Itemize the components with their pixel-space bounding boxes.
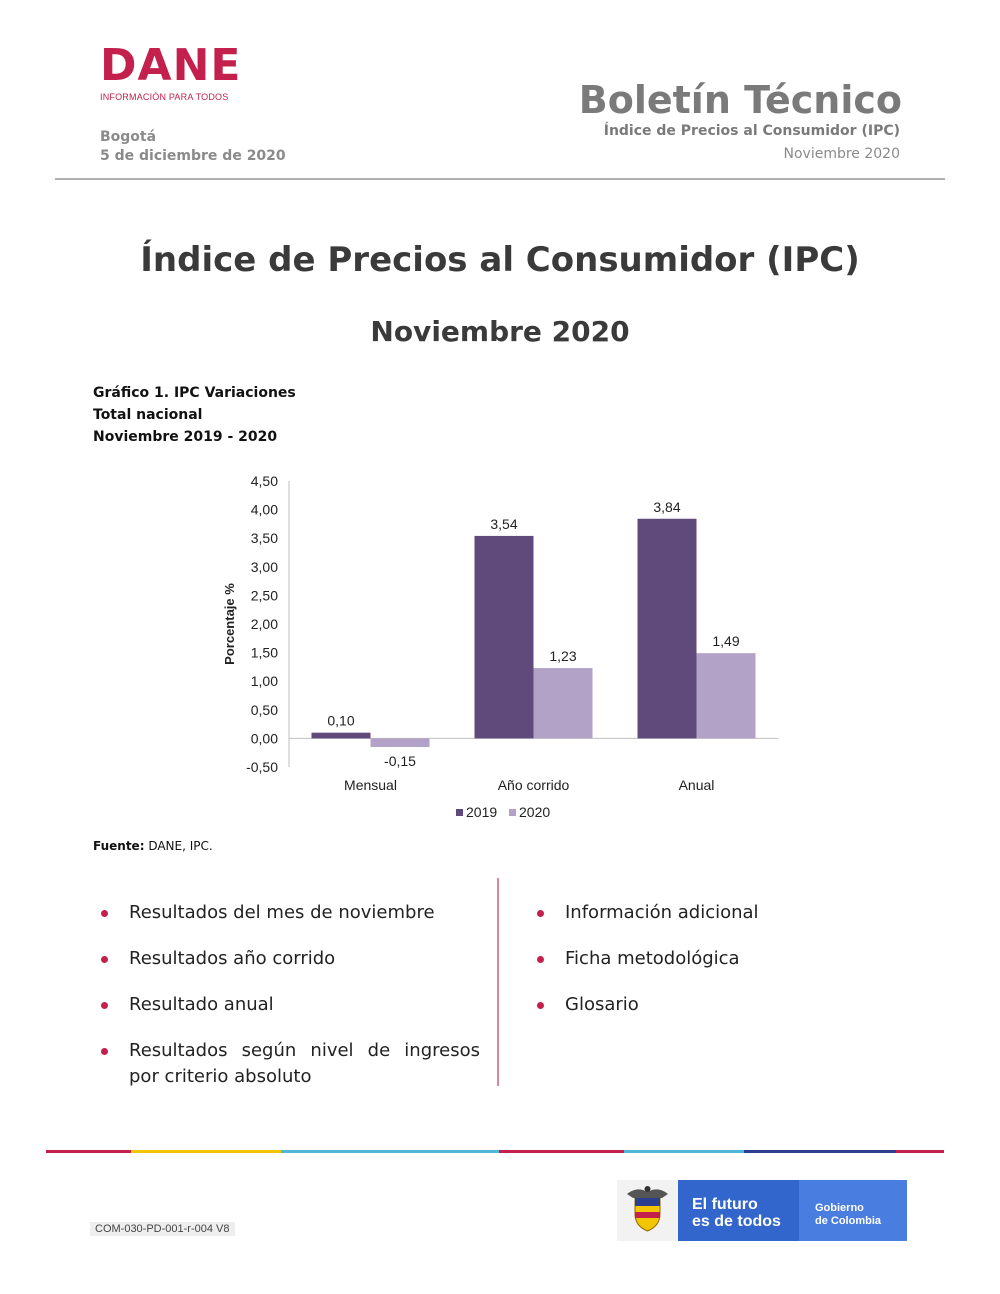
x-tick-label: Año corrido [498, 777, 570, 793]
bullet-icon [537, 910, 544, 917]
y-tick-label: 0,50 [251, 702, 278, 718]
source-text: DANE, IPC. [144, 839, 213, 853]
bar-2020-2 [696, 653, 756, 739]
footer-stripe-segment [896, 1150, 944, 1153]
y-tick-label: 1,00 [251, 673, 278, 689]
gobierno-colombia-banner: El futuro es de todos Gobierno de Colomb… [617, 1180, 907, 1241]
footer-stripe-segment [131, 1150, 281, 1153]
x-tick-label: Mensual [344, 777, 397, 793]
toc-right-item[interactable]: Glosario [565, 994, 639, 1015]
chart-caption-line2: Total nacional [93, 407, 203, 423]
y-axis-label: Porcentaje % [222, 583, 237, 665]
toc-divider [497, 878, 499, 1086]
data-label: -0,15 [384, 753, 416, 769]
legend-label: 2019 [466, 804, 497, 820]
chart-caption-line3: Noviembre 2019 - 2020 [93, 429, 278, 445]
toc-right-item[interactable]: Ficha metodológica [565, 948, 740, 969]
y-tick-label: 1,50 [251, 645, 278, 661]
footer-stripe-segment [624, 1150, 744, 1153]
footer-stripe-segment [281, 1150, 499, 1153]
x-tick-label: Anual [679, 777, 715, 793]
bar-2019-1 [474, 535, 534, 739]
bullet-icon [537, 956, 544, 963]
dane-logo-tagline: INFORMACIÓN PARA TODOS [100, 92, 229, 102]
legend-label: 2020 [519, 804, 550, 820]
source-note: Fuente: DANE, IPC. [93, 839, 213, 853]
y-tick-label: -0,50 [246, 759, 278, 775]
y-tick-label: 4,50 [251, 473, 278, 489]
footer-stripe-segment [46, 1150, 131, 1153]
footer-stripe-segment [744, 1150, 896, 1153]
bullet-icon [101, 956, 108, 963]
bullet-icon [537, 1002, 544, 1009]
y-tick-label: 0,00 [251, 730, 278, 746]
bar-2019-0 [311, 732, 371, 739]
toc-right-item[interactable]: Información adicional [565, 902, 759, 923]
page-subtitle: Noviembre 2020 [370, 315, 630, 348]
dane-logo: DANE [100, 40, 242, 91]
data-label: 1,23 [549, 648, 576, 664]
gov-slogan-line2: es de todos [692, 1213, 781, 1230]
publication-date: 5 de diciembre de 2020 [100, 148, 286, 164]
data-label: 3,84 [653, 499, 680, 515]
y-tick-label: 3,00 [251, 559, 278, 575]
legend-swatch-2020 [509, 809, 516, 816]
toc-left-item[interactable]: Resultados año corrido [129, 948, 336, 969]
data-label: 1,49 [712, 633, 739, 649]
bar-2020-1 [533, 668, 593, 739]
y-tick-label: 2,50 [251, 587, 278, 603]
bar-2019-2 [637, 518, 697, 739]
data-label: 3,54 [490, 516, 517, 532]
gov-name-line1: Gobierno [815, 1202, 864, 1214]
gov-name-line2: de Colombia [815, 1215, 882, 1227]
gov-slogan-line1: El futuro [692, 1196, 758, 1213]
ipc-bar-chart: -0,50 0,00 0,50 1,00 1,50 2,00 2,50 3,00 3,50 4,0… [222, 473, 778, 820]
source-label: Fuente: [93, 839, 145, 853]
bullet-icon [101, 910, 108, 917]
toc-left-item[interactable]: Resultados del mes de noviembre [129, 902, 435, 923]
city: Bogotá [100, 129, 157, 145]
bulletin-title: Boletín Técnico [578, 78, 902, 122]
chart-caption-line1: Gráfico 1. IPC Variaciones [93, 385, 296, 401]
legend-swatch-2019 [456, 809, 463, 816]
footer-stripe-segment [499, 1150, 624, 1153]
bullet-icon [101, 1002, 108, 1009]
bulletin-period: Noviembre 2020 [783, 146, 901, 162]
colombia-coat-of-arms-icon [617, 1180, 678, 1241]
y-tick-label: 3,50 [251, 530, 278, 546]
y-tick-label: 4,00 [251, 502, 278, 518]
toc-left-item[interactable]: Resultado anual [129, 994, 274, 1015]
y-tick-label: 2,00 [251, 616, 278, 632]
header-divider [55, 178, 945, 180]
toc-left-item[interactable]: Resultados según nivel de ingresos por c… [129, 1040, 480, 1087]
bar-2020-0 [370, 738, 430, 747]
bulletin-subtitle: Índice de Precios al Consumidor (IPC) [603, 123, 900, 139]
page-title: Índice de Precios al Consumidor (IPC) [140, 240, 860, 280]
document-code: COM-030-PD-001-r-004 V8 [90, 1222, 235, 1236]
data-label: 0,10 [327, 713, 354, 729]
bullet-icon [101, 1048, 108, 1055]
